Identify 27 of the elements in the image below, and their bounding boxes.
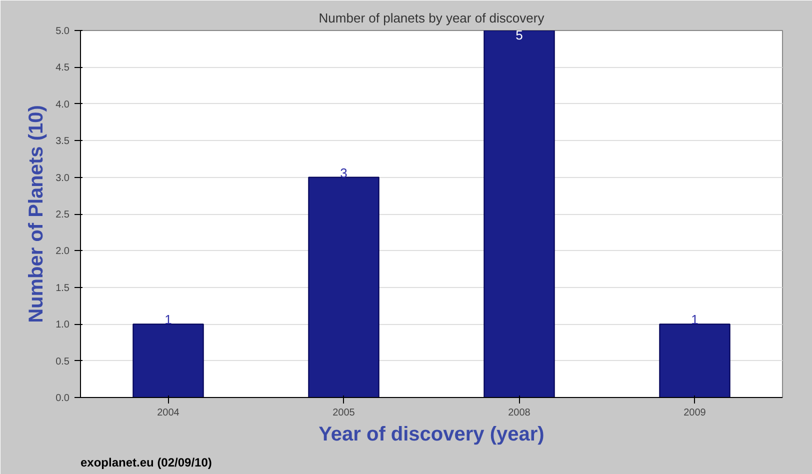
bar (308, 176, 380, 398)
x-axis-title: Year of discovery (year) (318, 424, 544, 446)
y-tick-label: 2.5 (56, 210, 70, 220)
text: exoplanet.eu (02/09/10) (80, 456, 212, 470)
y-tick-label: 0.5 (56, 356, 70, 368)
y-tick-label: 5.0 (56, 26, 70, 37)
bar (659, 324, 730, 398)
y-tick-label: 2.0 (56, 246, 70, 258)
data-label: 3 (340, 165, 348, 180)
x-tick-label: 2004 (157, 408, 180, 418)
y-tick-label: 3.0 (56, 172, 70, 184)
x-tick-label: 2005 (332, 408, 356, 418)
y-tick-label: 4.0 (56, 99, 70, 110)
y-tick-label: 3.5 (56, 136, 70, 148)
x-tick-label: 2008 (508, 408, 531, 418)
y-tick-label: 0.0 (56, 393, 70, 404)
y-tick-label: 1.5 (56, 282, 70, 294)
y-axis-title: Number of Planets (10) (26, 105, 48, 323)
y-tick-label: 4.5 (56, 62, 70, 74)
data-label: 1 (164, 312, 172, 328)
data-label: 1 (691, 312, 698, 328)
bar (132, 324, 204, 398)
bar (484, 30, 555, 398)
x-tick-label: 2009 (684, 408, 706, 418)
y-tick-label: 1.0 (56, 320, 70, 331)
chart-title: Number of planets by year of discovery (318, 10, 545, 26)
data-label: 5 (516, 28, 523, 42)
